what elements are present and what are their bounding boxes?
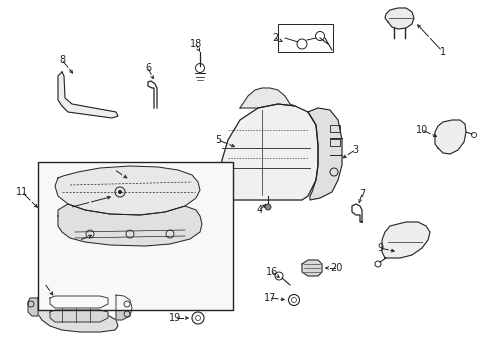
Text: 20: 20 bbox=[329, 263, 342, 273]
Text: 8: 8 bbox=[59, 55, 65, 65]
Bar bbox=[329, 139, 339, 146]
Bar bbox=[38, 162, 232, 310]
Text: 13: 13 bbox=[62, 203, 74, 213]
Text: 11: 11 bbox=[16, 187, 28, 197]
Polygon shape bbox=[38, 290, 118, 332]
Polygon shape bbox=[381, 222, 429, 258]
Polygon shape bbox=[28, 298, 38, 316]
Polygon shape bbox=[302, 260, 321, 276]
Polygon shape bbox=[384, 8, 413, 29]
Text: 4: 4 bbox=[256, 205, 263, 215]
Text: 15: 15 bbox=[39, 279, 51, 289]
Circle shape bbox=[264, 204, 270, 210]
Text: 3: 3 bbox=[351, 145, 357, 155]
Polygon shape bbox=[50, 296, 108, 308]
Text: 9: 9 bbox=[376, 243, 382, 253]
Polygon shape bbox=[50, 310, 108, 322]
Polygon shape bbox=[58, 204, 202, 246]
Bar bbox=[278, 24, 332, 52]
Polygon shape bbox=[220, 104, 317, 200]
Text: 5: 5 bbox=[214, 135, 221, 145]
Polygon shape bbox=[307, 108, 341, 200]
Bar bbox=[329, 125, 339, 132]
Polygon shape bbox=[240, 88, 294, 108]
Polygon shape bbox=[55, 166, 200, 215]
Text: 18: 18 bbox=[189, 39, 202, 49]
Text: 2: 2 bbox=[271, 33, 278, 43]
Circle shape bbox=[118, 190, 122, 194]
Polygon shape bbox=[116, 295, 132, 320]
Text: 7: 7 bbox=[358, 189, 365, 199]
Text: 14: 14 bbox=[109, 165, 121, 175]
Polygon shape bbox=[434, 120, 465, 154]
Text: 6: 6 bbox=[144, 63, 151, 73]
Text: 1: 1 bbox=[439, 47, 445, 57]
Text: 16: 16 bbox=[265, 267, 278, 277]
Text: 17: 17 bbox=[263, 293, 276, 303]
Text: 10: 10 bbox=[415, 125, 427, 135]
Text: 12: 12 bbox=[74, 235, 86, 245]
Polygon shape bbox=[58, 72, 118, 118]
Text: 19: 19 bbox=[168, 313, 181, 323]
